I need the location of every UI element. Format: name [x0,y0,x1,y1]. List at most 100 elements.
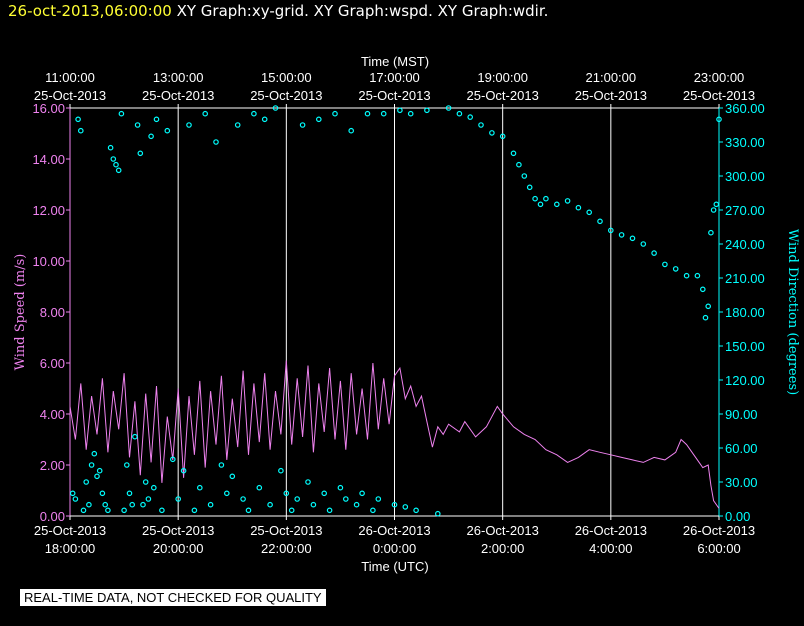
top-tick-date: 25-Oct-2013 [683,88,755,103]
wind-direction-point [694,272,701,279]
top-tick-date: 25-Oct-2013 [250,88,322,103]
bottom-tick-time: 20:00:00 [153,541,204,556]
top-tick-time: 13:00:00 [153,70,204,85]
wind-direction-point [91,450,98,457]
wind-direction-point [186,122,192,128]
wind-direction-point [434,510,441,517]
wind-direction-point [267,501,273,508]
wind-direction-point [521,173,528,179]
wind-direction-point [467,114,474,120]
wind-direction-point [315,116,322,123]
wind-direction-point [207,501,214,508]
wind-direction-point [702,314,709,321]
wind-direction-point [305,479,311,485]
wind-direction-point [72,496,79,502]
bottom-tick-time: 18:00:00 [45,541,96,556]
bottom-axis-label: Time (UTC) [361,559,428,574]
wind-direction-point [129,501,136,508]
wind-direction-point [107,144,114,151]
wind-direction-point [145,496,152,502]
wind-direction-point [86,501,92,508]
wind-direction-point [672,266,679,272]
wind-direction-point [445,105,452,111]
wind-direction-point [80,507,87,514]
wind-direction-point [618,232,625,238]
top-tick-date: 25-Oct-2013 [575,88,647,103]
wind-direction-point [499,133,506,140]
wind-direction-point [148,133,154,140]
top-tick-date: 25-Oct-2013 [142,88,214,103]
wind-direction-point [402,504,409,510]
wind-direction-point [364,110,371,117]
wind-direction-point [110,156,117,162]
wind-direction-point [113,161,119,168]
left-tick-label: 2.00 [40,458,65,473]
right-tick-label: 270.00 [725,203,765,218]
wind-direction-point [224,490,230,497]
wind-direction-point [662,261,668,268]
top-tick-date: 25-Oct-2013 [358,88,430,103]
top-tick-date: 25-Oct-2013 [467,88,539,103]
bottom-tick-date: 25-Oct-2013 [34,523,106,538]
wind-direction-point [397,107,403,114]
wind-direction-point [105,507,111,514]
wind-speed-line [69,360,720,509]
wind-direction-point [288,507,295,514]
wind-direction-point [78,127,84,134]
header-timestamp: 26-oct-2013,06:00:00 [8,2,172,20]
left-tick-label: 10.00 [32,254,65,269]
wind-direction-point [326,507,333,514]
wind-direction-point [272,105,279,111]
wind-direction-point [137,150,144,157]
wind-direction-point [240,496,246,502]
wind-direction-point [543,195,549,202]
wind-direction-point [299,122,306,128]
top-axis-ticks: 11:00:00 25-Oct-2013 13:00:00 25-Oct-2013 15… [34,70,755,108]
top-tick-time: 11:00:00 [45,70,95,85]
bottom-tick-date: 25-Oct-2013 [142,523,214,538]
right-tick-label: 30.00 [725,475,758,490]
wind-direction-point [640,241,647,247]
bottom-tick-time: 22:00:00 [261,541,312,556]
left-tick-label: 14.00 [32,152,65,167]
wind-direction-point [88,462,95,468]
wind-direction-point [391,501,398,508]
wind-direction-point [537,201,544,208]
wind-direction-point [413,507,419,514]
wind-direction-point [716,116,722,123]
wind-direction-point [132,433,138,440]
left-tick-label: 16.00 [32,101,65,116]
wind-direction-point [607,227,614,234]
wind-direction-point [118,110,125,117]
right-tick-label: 330.00 [725,135,765,150]
top-tick-time: 15:00:00 [261,70,312,85]
wind-direction-point [283,490,290,497]
wind-direction-point [245,507,252,514]
wind-direction-point [424,107,430,114]
wind-direction-point [348,127,355,134]
right-tick-label: 300.00 [725,169,765,184]
wind-direction-point [251,110,257,117]
wind-direction-point [651,250,657,256]
header-graph-list: XY Graph:xy-grid. XY Graph:wspd. XY Grap… [176,2,549,20]
quality-disclaimer: REAL-TIME DATA, NOT CHECKED FOR QUALITY [20,589,326,606]
wind-direction-point [683,272,690,279]
wind-direction-point [321,490,328,497]
bottom-tick-date: 26-Oct-2013 [358,523,430,538]
wind-direction-point [359,490,365,497]
top-tick-time: 21:00:00 [586,70,637,85]
bottom-tick-time: 6:00:00 [697,541,740,556]
wind-direction-point [229,473,236,480]
wind-direction-point [510,150,517,157]
wind-direction-point [564,198,571,204]
wind-direction-point [456,110,463,117]
wind-direction-point [337,484,344,491]
wind-direction-point [342,496,349,502]
bottom-tick-time: 2:00:00 [481,541,524,556]
wind-direction-point [375,496,382,502]
chart-header: 26-oct-2013,06:00:00 XY Graph:xy-grid. X… [8,2,548,20]
wind-direction-point [197,484,203,491]
wind-direction-point [124,462,130,468]
wind-direction-point [134,122,141,128]
right-tick-label: 0.00 [725,509,750,524]
